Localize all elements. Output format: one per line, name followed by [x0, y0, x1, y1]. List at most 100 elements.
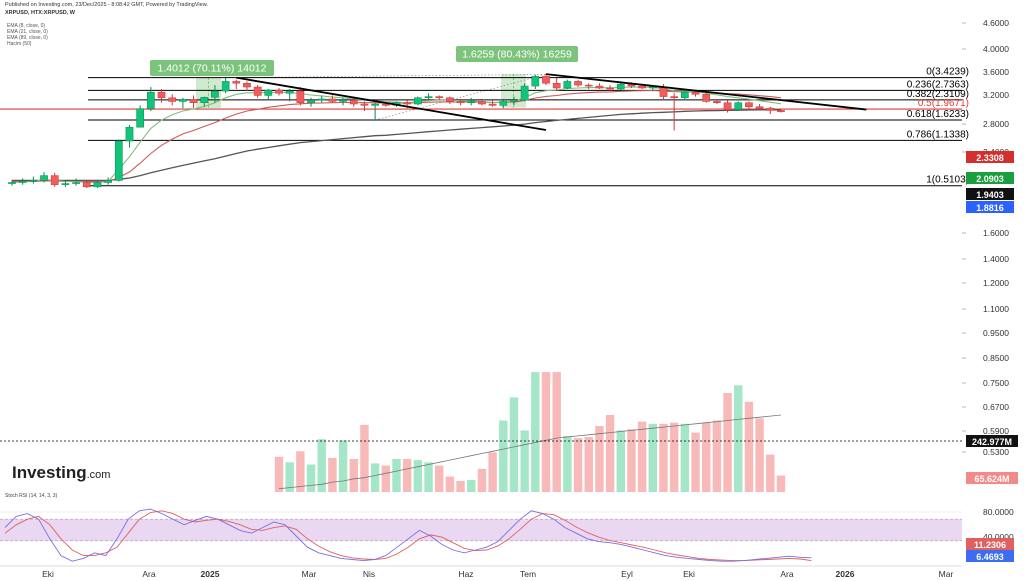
fib-level-label: 0.236(2.7363) — [907, 79, 969, 90]
price-tag-box — [966, 172, 1014, 184]
candle-body — [253, 86, 262, 96]
time-axis-label: Ara — [142, 569, 156, 579]
candle-body — [745, 102, 753, 107]
candle-body — [456, 101, 465, 103]
volume-bar — [509, 397, 519, 492]
time-axis-label: Eki — [42, 569, 54, 579]
price-axis-label: 4.0000 — [983, 44, 1009, 54]
candle-body — [168, 97, 177, 102]
volume-bar — [648, 423, 657, 492]
time-axis-label: Nis — [363, 569, 375, 579]
candle-body — [595, 85, 604, 89]
candle-body — [584, 84, 593, 87]
candle-body — [413, 97, 422, 105]
stoch-k-line — [4, 508, 812, 562]
candle-body — [435, 96, 444, 99]
volume-bar — [744, 401, 754, 492]
trendline — [236, 76, 547, 131]
price-tag-label: 2.0903 — [976, 174, 1004, 184]
candle-body — [18, 181, 27, 183]
candle-body — [371, 103, 379, 106]
stoch-d-tag-box — [966, 550, 1014, 562]
price-axis-label: 1.1000 — [983, 304, 1009, 314]
candle-body — [403, 102, 412, 105]
volume-tag-box — [966, 435, 1018, 447]
candle-body — [446, 97, 454, 102]
volume-bar — [531, 372, 540, 492]
time-axis-label: Mar — [939, 569, 954, 579]
volume-bar — [338, 440, 348, 492]
time-axis: Eki Ara 2025 Mar Nis Haz Tem Eyl Eki Ara 2026 Mar — [0, 565, 962, 579]
volume-bar — [552, 372, 561, 492]
time-axis-label: 2026 — [836, 569, 855, 579]
candle-body — [702, 94, 711, 102]
measure-label-box — [150, 60, 274, 76]
volume-bar — [691, 432, 700, 492]
volume-bar — [637, 421, 647, 492]
candle-body — [552, 82, 561, 89]
volume-bar — [328, 457, 337, 492]
volume-bar — [776, 475, 786, 492]
volume-bar — [424, 462, 433, 492]
candle-body — [50, 175, 59, 185]
volume-bar — [723, 393, 732, 492]
candle-body — [542, 76, 550, 84]
volume-bar — [435, 465, 444, 492]
price-axis-label: 0.5300 — [983, 447, 1009, 457]
stoch-k-tag-box — [966, 538, 1014, 550]
volume-bar — [488, 452, 497, 492]
price-tag-label: 2.3308 — [976, 153, 1004, 163]
candle-body — [125, 126, 134, 142]
candle-body — [275, 89, 283, 94]
candle-body — [488, 103, 497, 106]
indicator-ema8: EMA (8, close, 0) — [7, 23, 46, 29]
time-axis-label: 2025 — [201, 569, 220, 579]
volume-bar — [702, 422, 711, 492]
price-axis-label: 0.9500 — [983, 328, 1009, 338]
candle-body — [40, 175, 48, 181]
ema89-line — [12, 109, 781, 182]
candle-body — [189, 99, 198, 103]
candle-body — [766, 107, 775, 111]
candle-body — [659, 86, 668, 97]
candle-body — [574, 81, 582, 86]
candle-body — [285, 90, 294, 94]
volume-bar — [274, 456, 284, 492]
volume-bar — [659, 423, 668, 492]
candle-body — [680, 91, 689, 99]
price-axis-label: 1.2000 — [983, 278, 1009, 288]
candle-body — [339, 99, 347, 102]
fib-level-label: 0.382(2.3109) — [907, 89, 969, 100]
volume-bar — [360, 424, 369, 492]
volume-bars — [0, 372, 962, 492]
candle-body — [243, 82, 251, 88]
candle-body — [82, 182, 91, 188]
trendline — [545, 73, 867, 111]
volume-bar — [766, 454, 775, 492]
candle-body — [146, 91, 155, 109]
price-axis-label: 4.6000 — [983, 18, 1009, 28]
indicator-ema89: EMA (89, close, 0) — [7, 35, 48, 41]
volume-bar — [413, 460, 423, 492]
volume-bar — [669, 422, 679, 492]
price-tag-box — [966, 151, 1014, 163]
volume-bar — [370, 463, 380, 492]
volume-bar — [595, 426, 604, 492]
candle-body — [307, 99, 315, 103]
candle-body — [723, 102, 732, 110]
time-axis-label: Tem — [520, 569, 536, 579]
candle-body — [670, 96, 679, 99]
candle-body — [648, 86, 657, 89]
time-axis-label: Eki — [683, 569, 695, 579]
candle-body — [510, 99, 518, 102]
candle-body — [755, 106, 764, 109]
candle-body — [93, 182, 102, 188]
volume-bar — [467, 479, 476, 492]
volume-bar — [605, 415, 615, 492]
fib-level-label: 0.786(1.1338) — [907, 129, 969, 140]
fib-level-label: 0(3.4239) — [926, 67, 969, 78]
candle-body — [317, 98, 326, 101]
logo-domain: .com — [86, 469, 111, 481]
price-axis-label: 1.6000 — [983, 228, 1009, 238]
time-axis-label: Haz — [458, 569, 473, 579]
